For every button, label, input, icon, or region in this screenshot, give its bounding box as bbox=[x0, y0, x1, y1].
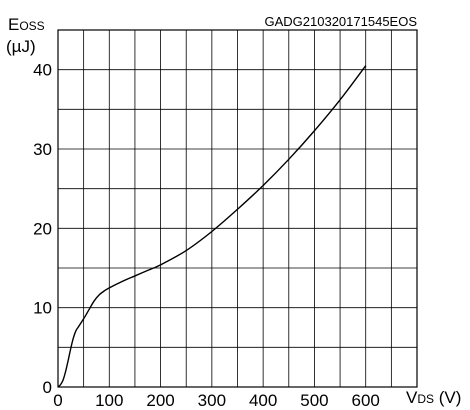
x-tick-label: 100 bbox=[95, 391, 123, 410]
x-tick-label: 300 bbox=[198, 391, 226, 410]
x-tick-label: 500 bbox=[300, 391, 328, 410]
y-tick-labels: 0 10 20 30 40 bbox=[33, 61, 52, 397]
x-tick-label: 600 bbox=[352, 391, 380, 410]
y-tick-label: 20 bbox=[33, 219, 52, 238]
y-tick-label: 30 bbox=[33, 140, 52, 159]
y-axis-sub: OSS bbox=[19, 19, 44, 33]
plot-frame bbox=[57, 29, 418, 388]
y-axis-unit: (µJ) bbox=[6, 37, 36, 56]
y-tick-label: 40 bbox=[33, 61, 52, 80]
x-axis-title: VDS (V) bbox=[406, 388, 461, 407]
y-axis-main: E bbox=[8, 15, 19, 34]
x-axis-main: V bbox=[406, 388, 418, 407]
x-tick-label: 0 bbox=[53, 391, 62, 410]
x-axis-sub: DS bbox=[417, 392, 434, 406]
eoss-curve bbox=[57, 65, 367, 388]
y-axis-title: EOSS bbox=[8, 15, 45, 34]
x-tick-labels: 0 100 200 300 400 500 600 bbox=[53, 391, 380, 410]
code-label: GADG210320171545EOS bbox=[265, 14, 418, 29]
x-tick-label: 400 bbox=[249, 391, 277, 410]
x-axis-unit: (V) bbox=[434, 388, 461, 407]
y-tick-label: 0 bbox=[43, 378, 52, 397]
x-tick-label: 200 bbox=[146, 391, 174, 410]
y-tick-label: 10 bbox=[33, 299, 52, 318]
